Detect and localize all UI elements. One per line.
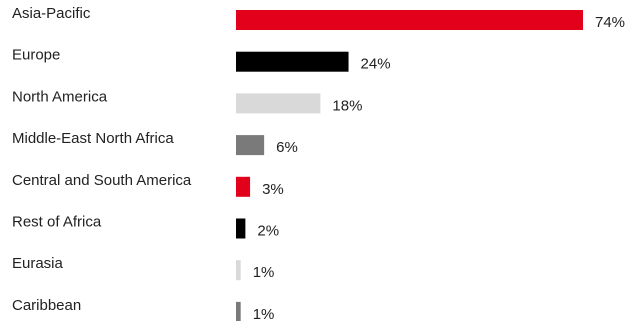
- category-label-eurasia: Eurasia: [12, 255, 64, 272]
- category-label-rest-of-africa: Rest of Africa: [12, 214, 102, 231]
- bar-middle-east-north-africa: [236, 135, 265, 156]
- bar-caribbean: [236, 301, 241, 321]
- value-label-europe: 24%: [361, 56, 391, 73]
- value-label-eurasia: 1%: [253, 264, 275, 281]
- value-label-asia-pacific: 74%: [595, 14, 625, 31]
- category-label-caribbean: Caribbean: [12, 297, 81, 314]
- value-label-central-and-south-america: 3%: [262, 181, 284, 198]
- category-label-central-and-south-america: Central and South America: [12, 172, 192, 189]
- value-label-caribbean: 1%: [253, 306, 275, 321]
- bar-rest-of-africa: [236, 218, 246, 239]
- bar-central-and-south-america: [236, 176, 251, 197]
- bar-eurasia: [236, 260, 241, 281]
- value-label-north-america: 18%: [332, 97, 362, 114]
- bar-europe: [236, 51, 349, 72]
- value-label-middle-east-north-africa: 6%: [276, 139, 298, 156]
- category-label-asia-pacific: Asia-Pacific: [12, 5, 91, 22]
- category-label-europe: Europe: [12, 47, 60, 64]
- category-label-middle-east-north-africa: Middle-East North Africa: [12, 130, 174, 147]
- bar-asia-pacific: [236, 10, 583, 30]
- value-label-rest-of-africa: 2%: [257, 223, 279, 240]
- bar-north-america: [236, 93, 321, 114]
- category-label-north-america: North America: [12, 88, 108, 105]
